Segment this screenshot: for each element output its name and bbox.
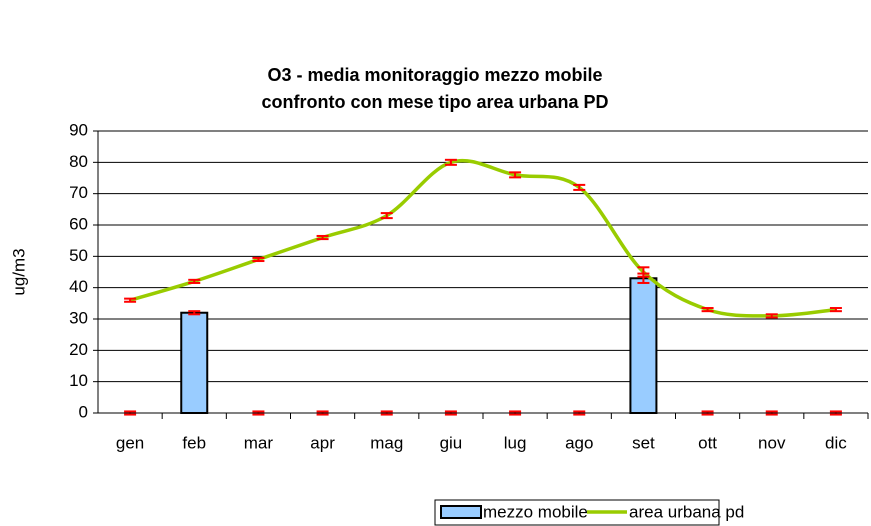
error-bar	[573, 183, 586, 191]
x-tick-label: apr	[310, 433, 335, 452]
x-tick-label: lug	[504, 433, 527, 452]
x-tick-label: set	[632, 433, 655, 452]
chart-subtitle: confronto con mese tipo area urbana PD	[261, 92, 608, 112]
line	[129, 158, 837, 318]
legend-label: area urbana pd	[629, 502, 744, 521]
y-tick-label: 10	[69, 371, 88, 390]
x-tick-label: dic	[825, 433, 847, 452]
x-tick-label: ago	[565, 433, 593, 452]
bar	[629, 277, 658, 414]
x-tick-label: feb	[182, 433, 206, 452]
error-bar	[637, 266, 650, 278]
error-bar	[124, 297, 137, 303]
y-tick-label: 60	[69, 214, 88, 233]
y-tick-label: 30	[69, 308, 88, 327]
y-axis-label: ug/m3	[9, 248, 28, 295]
y-tick-label: 90	[69, 120, 88, 139]
error-bar	[701, 307, 714, 313]
error-bar	[829, 307, 842, 313]
y-tick-label: 20	[69, 340, 88, 359]
x-tick-label: giu	[440, 433, 463, 452]
error-bar	[765, 313, 778, 319]
y-tick-label: 80	[69, 152, 88, 171]
error-bar	[188, 310, 201, 316]
error-bar	[509, 171, 522, 179]
error-bar	[316, 234, 329, 241]
x-tick-label: gen	[116, 433, 144, 452]
x-tick-label: mag	[370, 433, 403, 452]
legend-swatch	[440, 505, 482, 519]
error-bar	[252, 256, 265, 263]
y-tick-label: 0	[79, 402, 88, 421]
error-bar	[188, 278, 201, 284]
y-tick-label: 50	[69, 246, 88, 265]
chart-title: O3 - media monitoraggio mezzo mobile	[267, 65, 602, 85]
x-tick-label: mar	[244, 433, 274, 452]
x-tick-label: ott	[698, 433, 717, 452]
error-bar	[380, 212, 393, 220]
legend-label: mezzo mobile	[483, 502, 588, 521]
x-tick-label: nov	[758, 433, 786, 452]
error-bar	[444, 158, 457, 166]
bar	[180, 311, 209, 415]
y-tick-label: 70	[69, 183, 88, 202]
y-tick-label: 40	[69, 277, 88, 296]
legend-box	[434, 499, 720, 526]
